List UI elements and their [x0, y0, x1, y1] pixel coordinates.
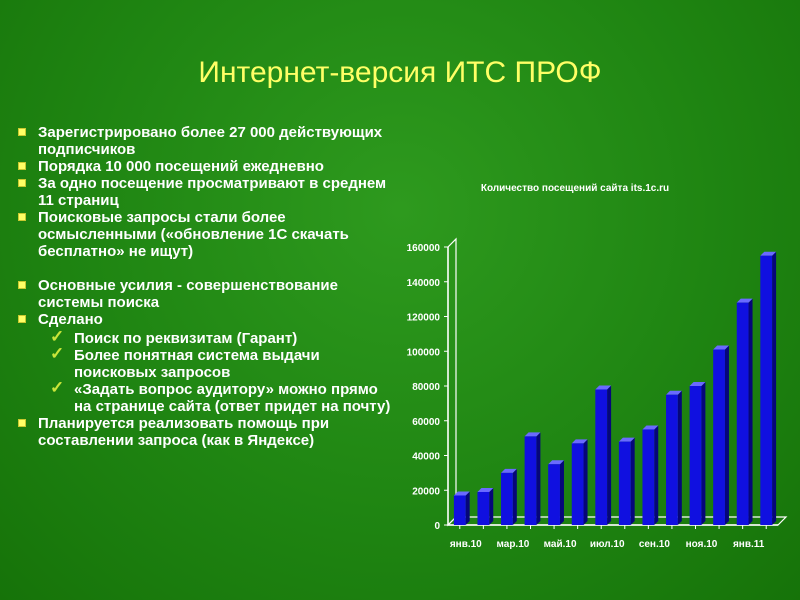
bullet-text: За одно посещение просматривают в средне… — [38, 175, 387, 209]
y-tick-label: 60000 — [412, 417, 440, 428]
bar-top — [453, 491, 470, 496]
bar-side — [512, 468, 517, 525]
bullet-item: Поисковые запросы стали более осмысленны… — [14, 209, 394, 260]
bar-top — [548, 460, 564, 465]
bar-top — [595, 385, 612, 390]
square-bullet-icon — [18, 281, 26, 289]
bar-top — [713, 345, 729, 350]
bar — [524, 436, 537, 525]
bar — [642, 429, 655, 525]
sub-bullet-item: ✓ Поиск по реквизитам (Гарант) — [38, 327, 394, 347]
y-tick-label: 160000 — [407, 243, 441, 254]
checkmark-icon: ✓ — [50, 378, 65, 397]
bar — [618, 441, 631, 525]
bar-top — [760, 251, 777, 256]
bar — [501, 472, 513, 525]
y-tick-label: 120000 — [407, 313, 441, 324]
bar-top — [666, 390, 682, 395]
checkmark-icon: ✓ — [50, 344, 65, 363]
bar-side — [677, 390, 682, 525]
checkmark-icon: ✓ — [50, 327, 65, 346]
x-tick-label: сен.10 — [639, 539, 671, 550]
y-tick-label: 140000 — [407, 278, 441, 289]
y-tick-label: 100000 — [407, 347, 441, 358]
bar-top — [524, 432, 541, 437]
y-tick-label: 0 — [434, 521, 440, 532]
square-bullet-icon — [18, 315, 26, 323]
chart-side-wall — [447, 237, 457, 527]
bullet-item: За одно посещение просматривают в средне… — [14, 175, 394, 209]
bullet-item: Основные усилия - совершенствование сист… — [14, 277, 394, 311]
y-tick-label: 20000 — [412, 486, 440, 497]
chart-bars — [453, 251, 777, 525]
bullet-item: Порядка 10 000 посещений ежедневно — [14, 158, 394, 175]
bar-side — [465, 491, 470, 525]
bar-top — [618, 437, 635, 442]
bar-side — [772, 251, 777, 525]
bar — [548, 464, 560, 525]
square-bullet-icon — [18, 213, 26, 221]
x-tick-label: ноя.10 — [686, 539, 718, 550]
bar-side — [724, 345, 729, 525]
x-tick-label: янв.11 — [733, 539, 765, 550]
chart-title: Количество посещений сайта its.1c.ru — [480, 183, 670, 194]
bar-top — [571, 439, 588, 444]
bar-side — [630, 437, 635, 525]
chart-axes — [444, 237, 788, 529]
bar — [477, 491, 490, 525]
square-bullet-icon — [18, 179, 26, 187]
bullet-item: Зарегистрировано более 27 000 действующи… — [14, 124, 394, 158]
bar-side — [583, 439, 588, 525]
bar-top — [642, 425, 659, 430]
chart-labels: 0 20000 40000 60000 80000 100000 120000 140000 1… — [407, 243, 765, 550]
sub-bullet-list: ✓ Поиск по реквизитам (Гарант) ✓ Более пон… — [38, 327, 394, 415]
x-tick-label: май.10 — [544, 539, 577, 550]
square-bullet-icon — [18, 419, 26, 427]
bullet-text: Сделано — [38, 311, 103, 328]
bullet-text: Порядка 10 000 посещений ежедневно — [38, 158, 324, 175]
sub-bullet-text: «Задать вопрос аудитору» можно прямо на … — [74, 381, 391, 415]
bullet-item: Сделано ✓ Поиск по реквизитам (Гарант) ✓ Б… — [14, 311, 394, 415]
bar-top — [477, 487, 494, 492]
bar-side — [536, 432, 541, 525]
sub-bullet-item: ✓ «Задать вопрос аудитору» можно прямо на… — [38, 378, 394, 415]
bar-side — [701, 382, 706, 525]
bar — [453, 495, 466, 525]
bar-top — [736, 298, 753, 303]
bar — [713, 349, 725, 525]
bullet-item: Планируется реализовать помощь при соста… — [14, 415, 394, 449]
bar — [571, 443, 584, 525]
bar — [595, 389, 608, 525]
bar-top — [501, 468, 517, 473]
bar-side — [748, 298, 753, 525]
slide-title: Интернет-версия ИТС ПРОФ — [198, 56, 602, 89]
bullet-text: Поисковые запросы стали более осмысленны… — [38, 209, 349, 260]
bullet-text: Основные усилия - совершенствование сист… — [38, 277, 338, 311]
bar — [666, 394, 678, 525]
x-tick-label: янв.10 — [450, 539, 482, 550]
chart-floor — [446, 516, 788, 526]
bar-side — [489, 487, 494, 525]
bar-side — [654, 425, 659, 525]
bullet-text: Планируется реализовать помощь при соста… — [38, 415, 330, 449]
x-tick-label: июл.10 — [590, 539, 625, 550]
bar-side — [607, 385, 612, 525]
bullet-text: Зарегистрировано более 27 000 действующи… — [38, 124, 383, 158]
sub-bullet-item: ✓ Более понятная система выдачи поисковых… — [38, 344, 394, 381]
square-bullet-icon — [18, 162, 26, 170]
x-tick-label: мар.10 — [497, 539, 530, 550]
bar — [689, 386, 702, 525]
bar-chart: 0 20000 40000 60000 80000 100000 120000 140000 1… — [407, 237, 788, 550]
sub-bullet-text: Более понятная система выдачи поисковых … — [74, 347, 320, 381]
square-bullet-icon — [18, 128, 26, 136]
bar-top — [689, 382, 706, 386]
bar — [760, 255, 773, 525]
y-tick-label: 40000 — [412, 452, 440, 463]
bar-side — [559, 460, 564, 525]
sub-bullet-text: Поиск по реквизитам (Гарант) — [74, 330, 298, 347]
bar — [736, 302, 749, 525]
bullet-list: Зарегистрировано более 27 000 действующи… — [14, 124, 394, 449]
y-tick-label: 80000 — [412, 382, 440, 393]
